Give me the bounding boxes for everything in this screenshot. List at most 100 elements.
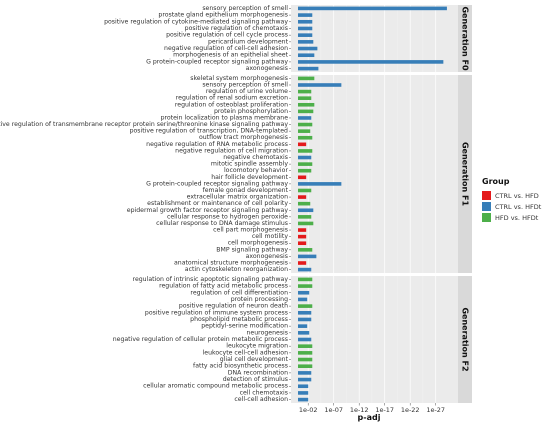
bar (298, 337, 312, 342)
bar (298, 6, 447, 11)
y-tick-label: positive regulation of cytokine-mediated… (104, 18, 288, 25)
bar (298, 135, 313, 140)
bar (298, 261, 307, 265)
bar (298, 40, 314, 44)
y-tick-label: skeletal system morphogenesis (190, 75, 288, 82)
bar (298, 142, 307, 147)
y-tick-label: cell morphogenesis (228, 240, 288, 247)
bar (298, 297, 308, 302)
legend-title: Group (482, 177, 510, 186)
y-tick-label: negative regulation of cellular protein … (113, 336, 288, 343)
bar (298, 377, 312, 382)
bar (298, 168, 312, 173)
y-tick-label: regulation of fatty acid metabolic proce… (159, 283, 288, 290)
bar (298, 304, 313, 308)
bar (298, 53, 315, 58)
y-tick-label: regulation of intrinsic apoptotic signal… (133, 276, 289, 283)
y-tick-label: positive regulation of transmembrane rec… (0, 121, 288, 128)
bar (298, 208, 314, 213)
y-tick-label: cellular response to DNA damage stimulus (156, 220, 288, 227)
facet-strip-label: Generation F2 (461, 307, 470, 371)
bar (298, 66, 319, 71)
y-tick-label: neurogenesis (247, 329, 288, 336)
bar (298, 195, 307, 199)
y-tick-label: BMP signaling pathway (216, 246, 288, 253)
bar (298, 357, 313, 362)
bar (298, 102, 315, 107)
bar (298, 26, 313, 31)
legend-swatch (482, 213, 491, 222)
y-tick-label: extracellular matrix organization (187, 194, 288, 201)
bar (298, 215, 312, 219)
bar (298, 129, 311, 133)
bar (298, 182, 342, 186)
y-tick-label: establishment or maintenance of cell pol… (147, 200, 288, 207)
y-tick-label: sensory perception of smell (202, 81, 288, 88)
y-tick-label: negative regulation of cell migration (175, 147, 288, 154)
y-tick-label: hair follicle development (211, 174, 288, 181)
facet-strip-label: Generation F1 (461, 142, 470, 206)
facet-strip (458, 276, 472, 403)
legend-label: CTRL vs. HFD (495, 192, 539, 200)
y-tick-label: protein localization to plasma membrane (161, 114, 289, 121)
y-tick-label: positive regulation of immune system pro… (145, 309, 288, 316)
y-tick-label: peptidyl-serine modification (201, 323, 288, 330)
y-tick-label: morphogenesis of an epithelial sheet (173, 52, 288, 59)
bar (298, 109, 314, 114)
y-tick-label: positive regulation of chemotaxis (185, 25, 288, 32)
y-tick-label: prostate gland epithelium morphogenesis (158, 12, 288, 19)
bar (298, 116, 312, 120)
y-tick-label: regulation of cell differentiation (190, 289, 288, 296)
chart-panels: Generation F0 sensory perception of smell… (0, 5, 472, 403)
x-tick-label: 1e-07 (324, 406, 343, 414)
x-axis-title: p-adj (358, 413, 381, 422)
y-tick-label: positive regulation of transcription, DN… (130, 128, 288, 135)
y-tick-label: phospholipid metabolic process (190, 316, 288, 323)
x-tick-label: 1e-12 (350, 406, 369, 414)
y-tick-label: axonogenesis (246, 253, 288, 260)
bar (298, 96, 312, 100)
bar (298, 324, 308, 328)
bar (298, 13, 313, 17)
bar (298, 19, 313, 24)
bar (298, 277, 313, 282)
y-tick-label: leukocyte cell-cell adhesion (203, 349, 289, 356)
bar (298, 155, 312, 160)
legend-label: HFD vs. HFDt (495, 214, 539, 222)
bar (298, 248, 313, 252)
bar (298, 188, 312, 193)
y-tick-label: regulation of urine volume (206, 88, 288, 95)
x-axis: 1e-02 1e-07 1e-12 1e-17 1e-22 1e-27 (299, 403, 445, 414)
x-tick-label: 1e-17 (375, 406, 394, 414)
y-tick-label: cellular response to hydrogen peroxide (167, 213, 288, 220)
panel-background (291, 276, 458, 403)
y-tick-label: locomotory behavior (224, 167, 289, 174)
bar (298, 221, 314, 226)
y-tick-label: DNA recombination (228, 369, 288, 376)
bar (298, 384, 309, 389)
y-tick-label: cell part morphogenesis (213, 227, 288, 234)
bar (298, 371, 312, 375)
y-tick-label: cell-cell adhesion (234, 396, 288, 403)
bar (298, 228, 307, 232)
legend: Group CTRL vs. HFD CTRL vs. HFDt HFD vs. H… (482, 177, 542, 222)
bar (298, 290, 310, 295)
y-tick-label: axonogenesis (246, 65, 288, 72)
y-tick-label: cellular aromatic compound metabolic pro… (143, 383, 288, 390)
bar (298, 234, 307, 239)
bar (298, 162, 313, 166)
y-tick-label: female gonad development (203, 187, 289, 194)
bar (298, 397, 309, 402)
y-tick-label: fatty acid biosynthetic process (193, 363, 288, 370)
y-tick-label: glial cell development (220, 356, 289, 363)
bar (298, 201, 311, 206)
bar (298, 351, 313, 355)
y-tick-label: detection of stimulus (223, 376, 288, 383)
panel-f2: Generation F2 regulation of intrinsic apo… (113, 276, 472, 403)
bar (298, 267, 312, 272)
y-tick-label: negative regulation of cell-cell adhesio… (164, 45, 288, 52)
facet-strip (458, 5, 472, 72)
bar (298, 331, 310, 335)
y-tick-label: cell chemotaxis (240, 389, 288, 396)
panel-background (291, 75, 458, 273)
